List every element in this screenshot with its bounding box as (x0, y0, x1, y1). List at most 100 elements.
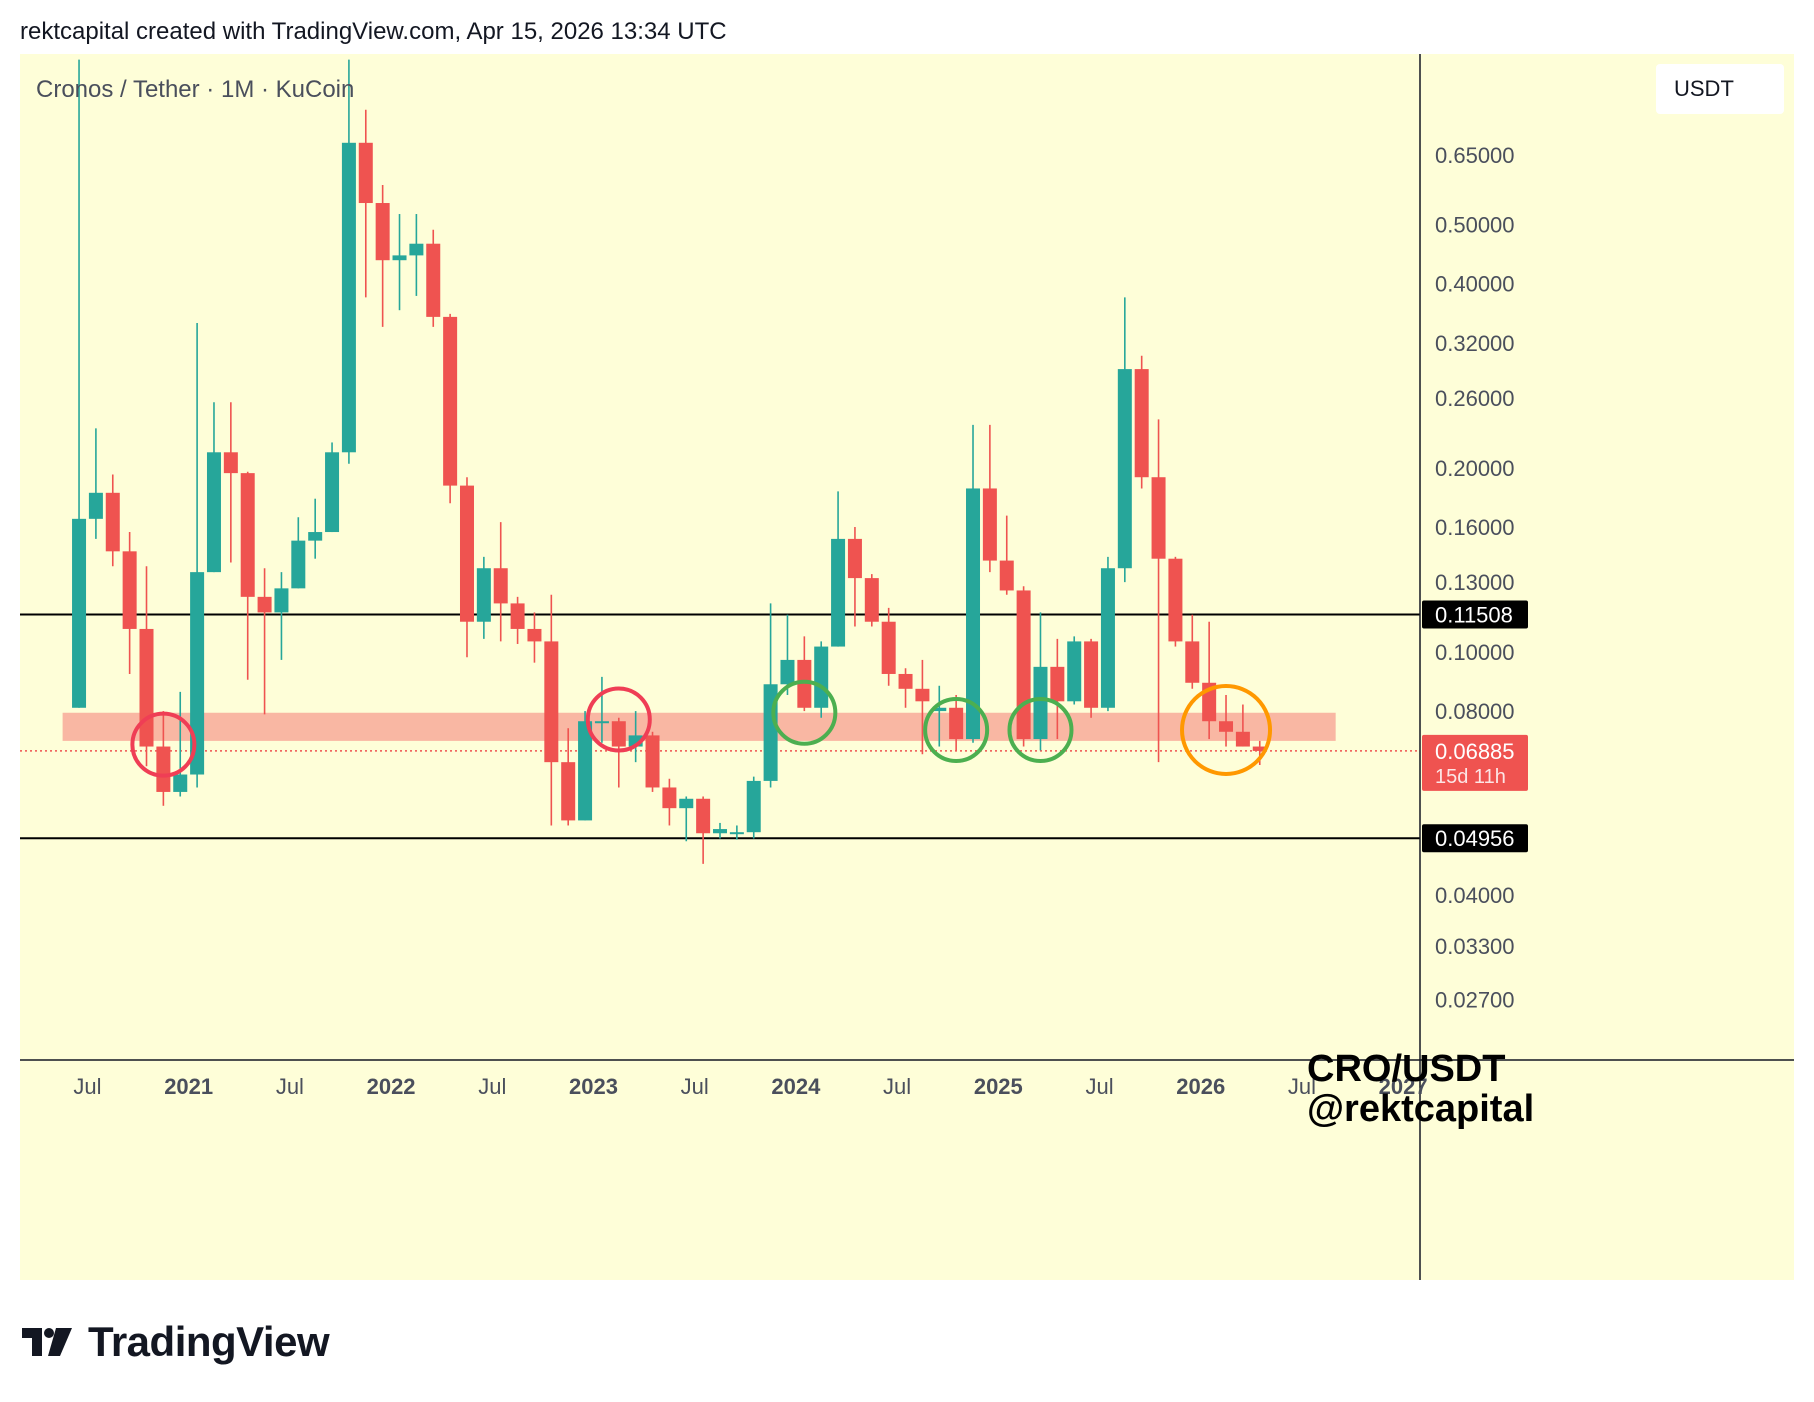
candle-body-2021-07[interactable] (291, 540, 306, 589)
candle-body-2023-03[interactable] (628, 735, 643, 747)
candle-body-2026-04[interactable] (1252, 746, 1267, 751)
candle-body-2023-09[interactable] (729, 832, 744, 835)
candle-body-2024-01[interactable] (797, 659, 812, 708)
candle-body-2021-08[interactable] (308, 532, 323, 541)
candle-body-2022-06[interactable] (476, 568, 491, 622)
tradingview-logo-icon (22, 1328, 72, 1356)
time-tick-label: Jul (1085, 1074, 1113, 1099)
chart-area[interactable]: 0.65000 0.50000 0.40000 0.32000 0.26000 0.200… (20, 54, 1794, 1280)
candle-body-2023-06[interactable] (679, 798, 694, 809)
candle-body-2022-04[interactable] (443, 316, 458, 486)
candle-body-2024-08[interactable] (915, 688, 930, 702)
candle-body-2022-02[interactable] (409, 243, 424, 256)
candle-body-2025-04[interactable] (1050, 666, 1065, 702)
candle-body-2021-02[interactable] (206, 452, 221, 573)
candle-body-2022-08[interactable] (510, 603, 525, 629)
price-tick-label: 0.13000 (1435, 570, 1515, 595)
candle-body-2021-01[interactable] (190, 572, 205, 775)
candle-body-2020-07[interactable] (88, 492, 103, 519)
candle-body-2021-05[interactable] (257, 596, 272, 613)
chart-header: rektcapital created with TradingView.com… (20, 18, 727, 45)
time-tick-label: 2021 (164, 1074, 213, 1099)
candle-body-2025-07[interactable] (1100, 568, 1115, 708)
time-tick-label: Jul (883, 1074, 911, 1099)
annotation-circle-green-4 (1007, 696, 1074, 763)
candle-body-2020-11[interactable] (156, 746, 171, 792)
time-tick-label: 2026 (1176, 1074, 1225, 1099)
price-tick-label: 0.16000 (1435, 515, 1515, 540)
price-tick-label: 0.32000 (1435, 331, 1515, 356)
candle-body-2020-10[interactable] (139, 628, 154, 747)
price-level-label-box (1422, 824, 1528, 853)
candlestick-chart[interactable]: 0.65000 0.50000 0.40000 0.32000 0.26000 0.200… (20, 54, 1794, 1280)
candle-body-2022-09[interactable] (527, 628, 542, 642)
footer-brand[interactable]: TradingView (22, 1318, 330, 1366)
current-price-label-box (1422, 734, 1528, 791)
time-tick-label: Jul (276, 1074, 304, 1099)
candle-body-2022-05[interactable] (459, 485, 474, 622)
candle-body-2025-12[interactable] (1185, 641, 1200, 683)
candle-body-2022-10[interactable] (544, 641, 559, 763)
candle-body-2025-11[interactable] (1168, 558, 1183, 642)
candle-body-2025-02[interactable] (1016, 590, 1031, 740)
watermark: CRO/USDT @rektcapital (1307, 1049, 1534, 1129)
annotation-circle-red-1 (585, 686, 652, 753)
current-price-label: 0.06885 (1435, 739, 1515, 764)
candle-body-2022-01[interactable] (392, 255, 407, 261)
candle-body-2024-07[interactable] (898, 673, 913, 689)
candle-body-2025-01[interactable] (999, 560, 1014, 591)
candle-body-2025-05[interactable] (1067, 641, 1082, 702)
candle-body-2024-12[interactable] (982, 488, 997, 561)
candle-body-2020-08[interactable] (105, 492, 120, 552)
annotation-circle-red-0 (130, 711, 197, 778)
time-tick-label: 2025 (974, 1074, 1023, 1099)
candle-body-2025-10[interactable] (1151, 477, 1166, 559)
candle-body-2023-07[interactable] (696, 798, 711, 834)
candle-body-2020-12[interactable] (173, 774, 188, 792)
candle-body-2021-12[interactable] (375, 203, 390, 261)
candle-body-2023-12[interactable] (780, 659, 795, 685)
candle-body-2023-01[interactable] (594, 721, 609, 724)
candle-body-2024-02[interactable] (814, 646, 829, 708)
candle-body-2021-10[interactable] (341, 142, 356, 453)
watermark-author: @rektcapital (1307, 1088, 1535, 1130)
candle-body-2024-09[interactable] (932, 707, 947, 712)
price-tick-label: 0.04000 (1435, 883, 1515, 908)
candle-body-2024-04[interactable] (847, 538, 862, 579)
candle-body-2024-03[interactable] (831, 538, 846, 647)
candle-body-2026-03[interactable] (1235, 731, 1250, 747)
candle-body-2023-08[interactable] (713, 829, 727, 834)
candle-body-2021-03[interactable] (223, 452, 238, 474)
candle-body-2020-09[interactable] (122, 551, 137, 629)
currency-selector[interactable]: USDT (1656, 64, 1784, 114)
candle-body-2026-02[interactable] (1219, 721, 1234, 732)
candle-body-2021-09[interactable] (325, 452, 340, 533)
candle-body-2021-06[interactable] (274, 588, 289, 613)
candle-body-2022-11[interactable] (561, 762, 576, 821)
candle-body-2025-06[interactable] (1084, 641, 1099, 708)
candle-body-2023-02[interactable] (611, 721, 626, 747)
watermark-pair: CRO/USDT (1307, 1048, 1506, 1090)
candle-body-2021-04[interactable] (240, 473, 255, 597)
candle-body-2025-03[interactable] (1033, 666, 1048, 740)
candle-body-2023-04[interactable] (645, 735, 660, 788)
symbol-label: Cronos / Tether · 1M · KuCoin (36, 76, 355, 103)
candle-body-2025-09[interactable] (1134, 369, 1149, 478)
candle-body-2024-06[interactable] (881, 621, 896, 674)
candle-body-2024-10[interactable] (949, 707, 964, 740)
price-tick-label: 0.03300 (1435, 934, 1515, 959)
candle-body-2023-05[interactable] (662, 787, 677, 809)
candle-body-2022-03[interactable] (426, 243, 441, 317)
price-tick-label: 0.50000 (1435, 212, 1515, 237)
candle-body-2022-07[interactable] (493, 568, 508, 604)
candle-body-2020-06[interactable] (72, 518, 87, 708)
candle-body-2024-11[interactable] (966, 488, 981, 740)
candle-body-2024-05[interactable] (864, 578, 879, 622)
price-tick-label: 0.08000 (1435, 699, 1515, 724)
candle-body-2021-11[interactable] (358, 142, 373, 204)
time-tick-label: Jul (73, 1074, 101, 1099)
candle-body-2022-12[interactable] (578, 721, 593, 821)
candle-body-2025-08[interactable] (1117, 369, 1132, 569)
candle-body-2023-10[interactable] (746, 780, 761, 833)
time-tick-label: Jul (1288, 1074, 1316, 1099)
